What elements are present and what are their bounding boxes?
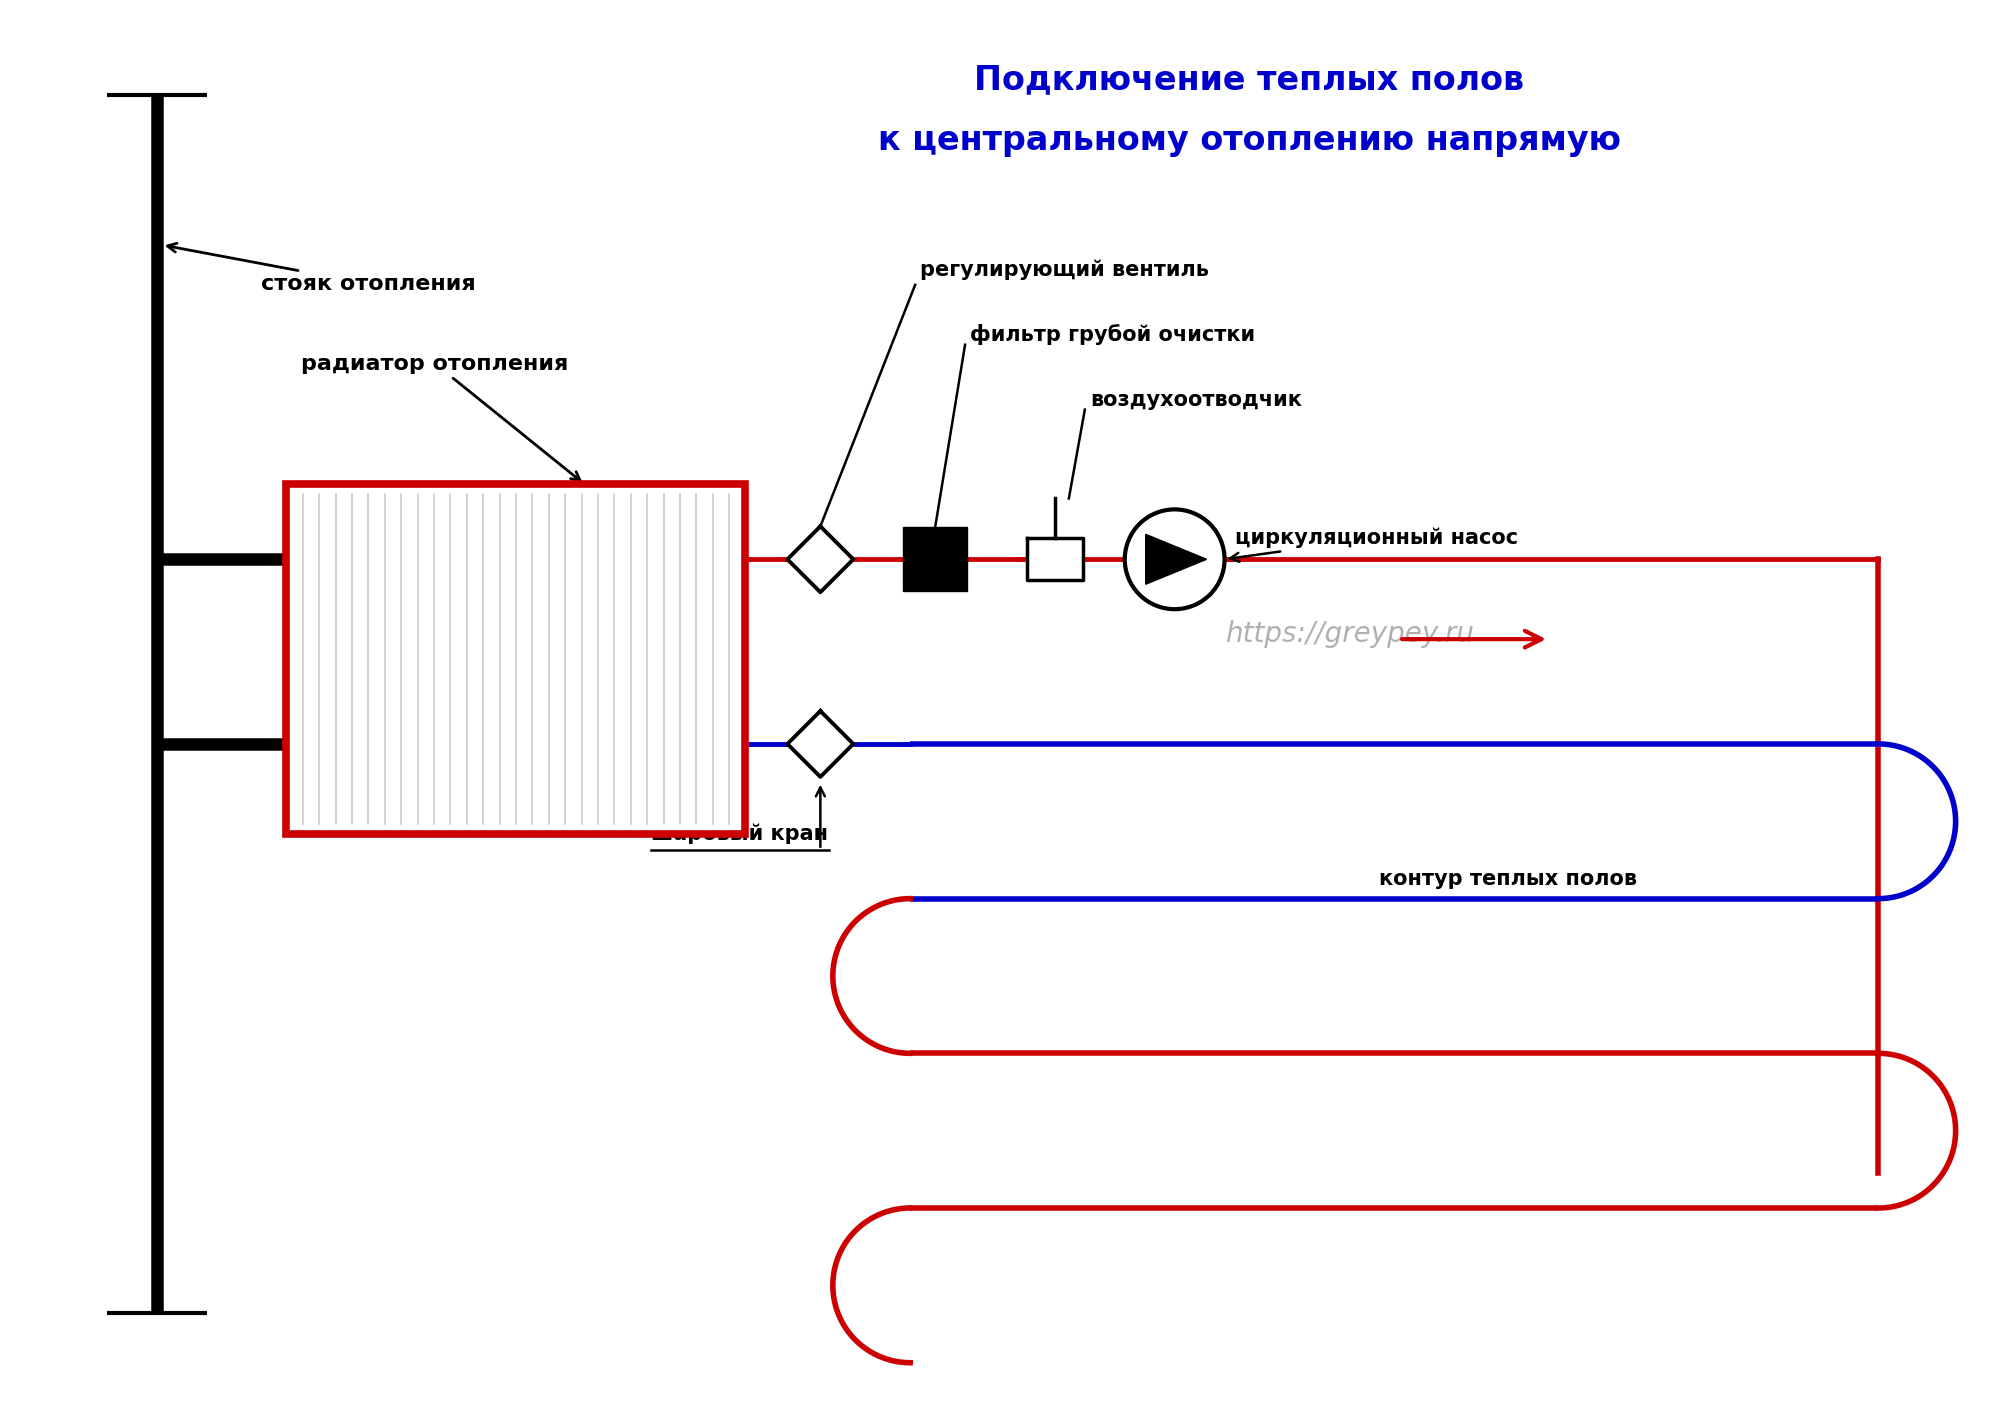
Circle shape [1125, 509, 1225, 609]
Text: воздухоотводчик: воздухоотводчик [1089, 390, 1301, 410]
Polygon shape [903, 527, 967, 591]
Bar [286, 485, 745, 834]
Polygon shape [787, 711, 853, 776]
Text: циркуляционный насос: циркуляционный насос [1229, 527, 1516, 561]
Text: фильтр грубой очистки: фильтр грубой очистки [969, 324, 1255, 345]
Text: контур теплых полов: контур теплых полов [1379, 868, 1636, 888]
Bar [286, 485, 745, 834]
Text: регулирующий вентиль: регулирующий вентиль [919, 259, 1209, 280]
Text: Подключение теплых полов: Подключение теплых полов [973, 64, 1524, 96]
Text: стояк отопления: стояк отопления [168, 243, 476, 294]
Polygon shape [787, 526, 853, 592]
Polygon shape [1145, 534, 1207, 584]
Text: https://greypey.ru: https://greypey.ru [1225, 621, 1473, 648]
Text: к центральному отоплению напрямую: к центральному отоплению напрямую [877, 123, 1620, 157]
Text: радиатор отопления: радиатор отопления [302, 354, 579, 481]
Text: шаровый кран: шаровый кран [651, 823, 827, 844]
Polygon shape [1027, 539, 1083, 580]
